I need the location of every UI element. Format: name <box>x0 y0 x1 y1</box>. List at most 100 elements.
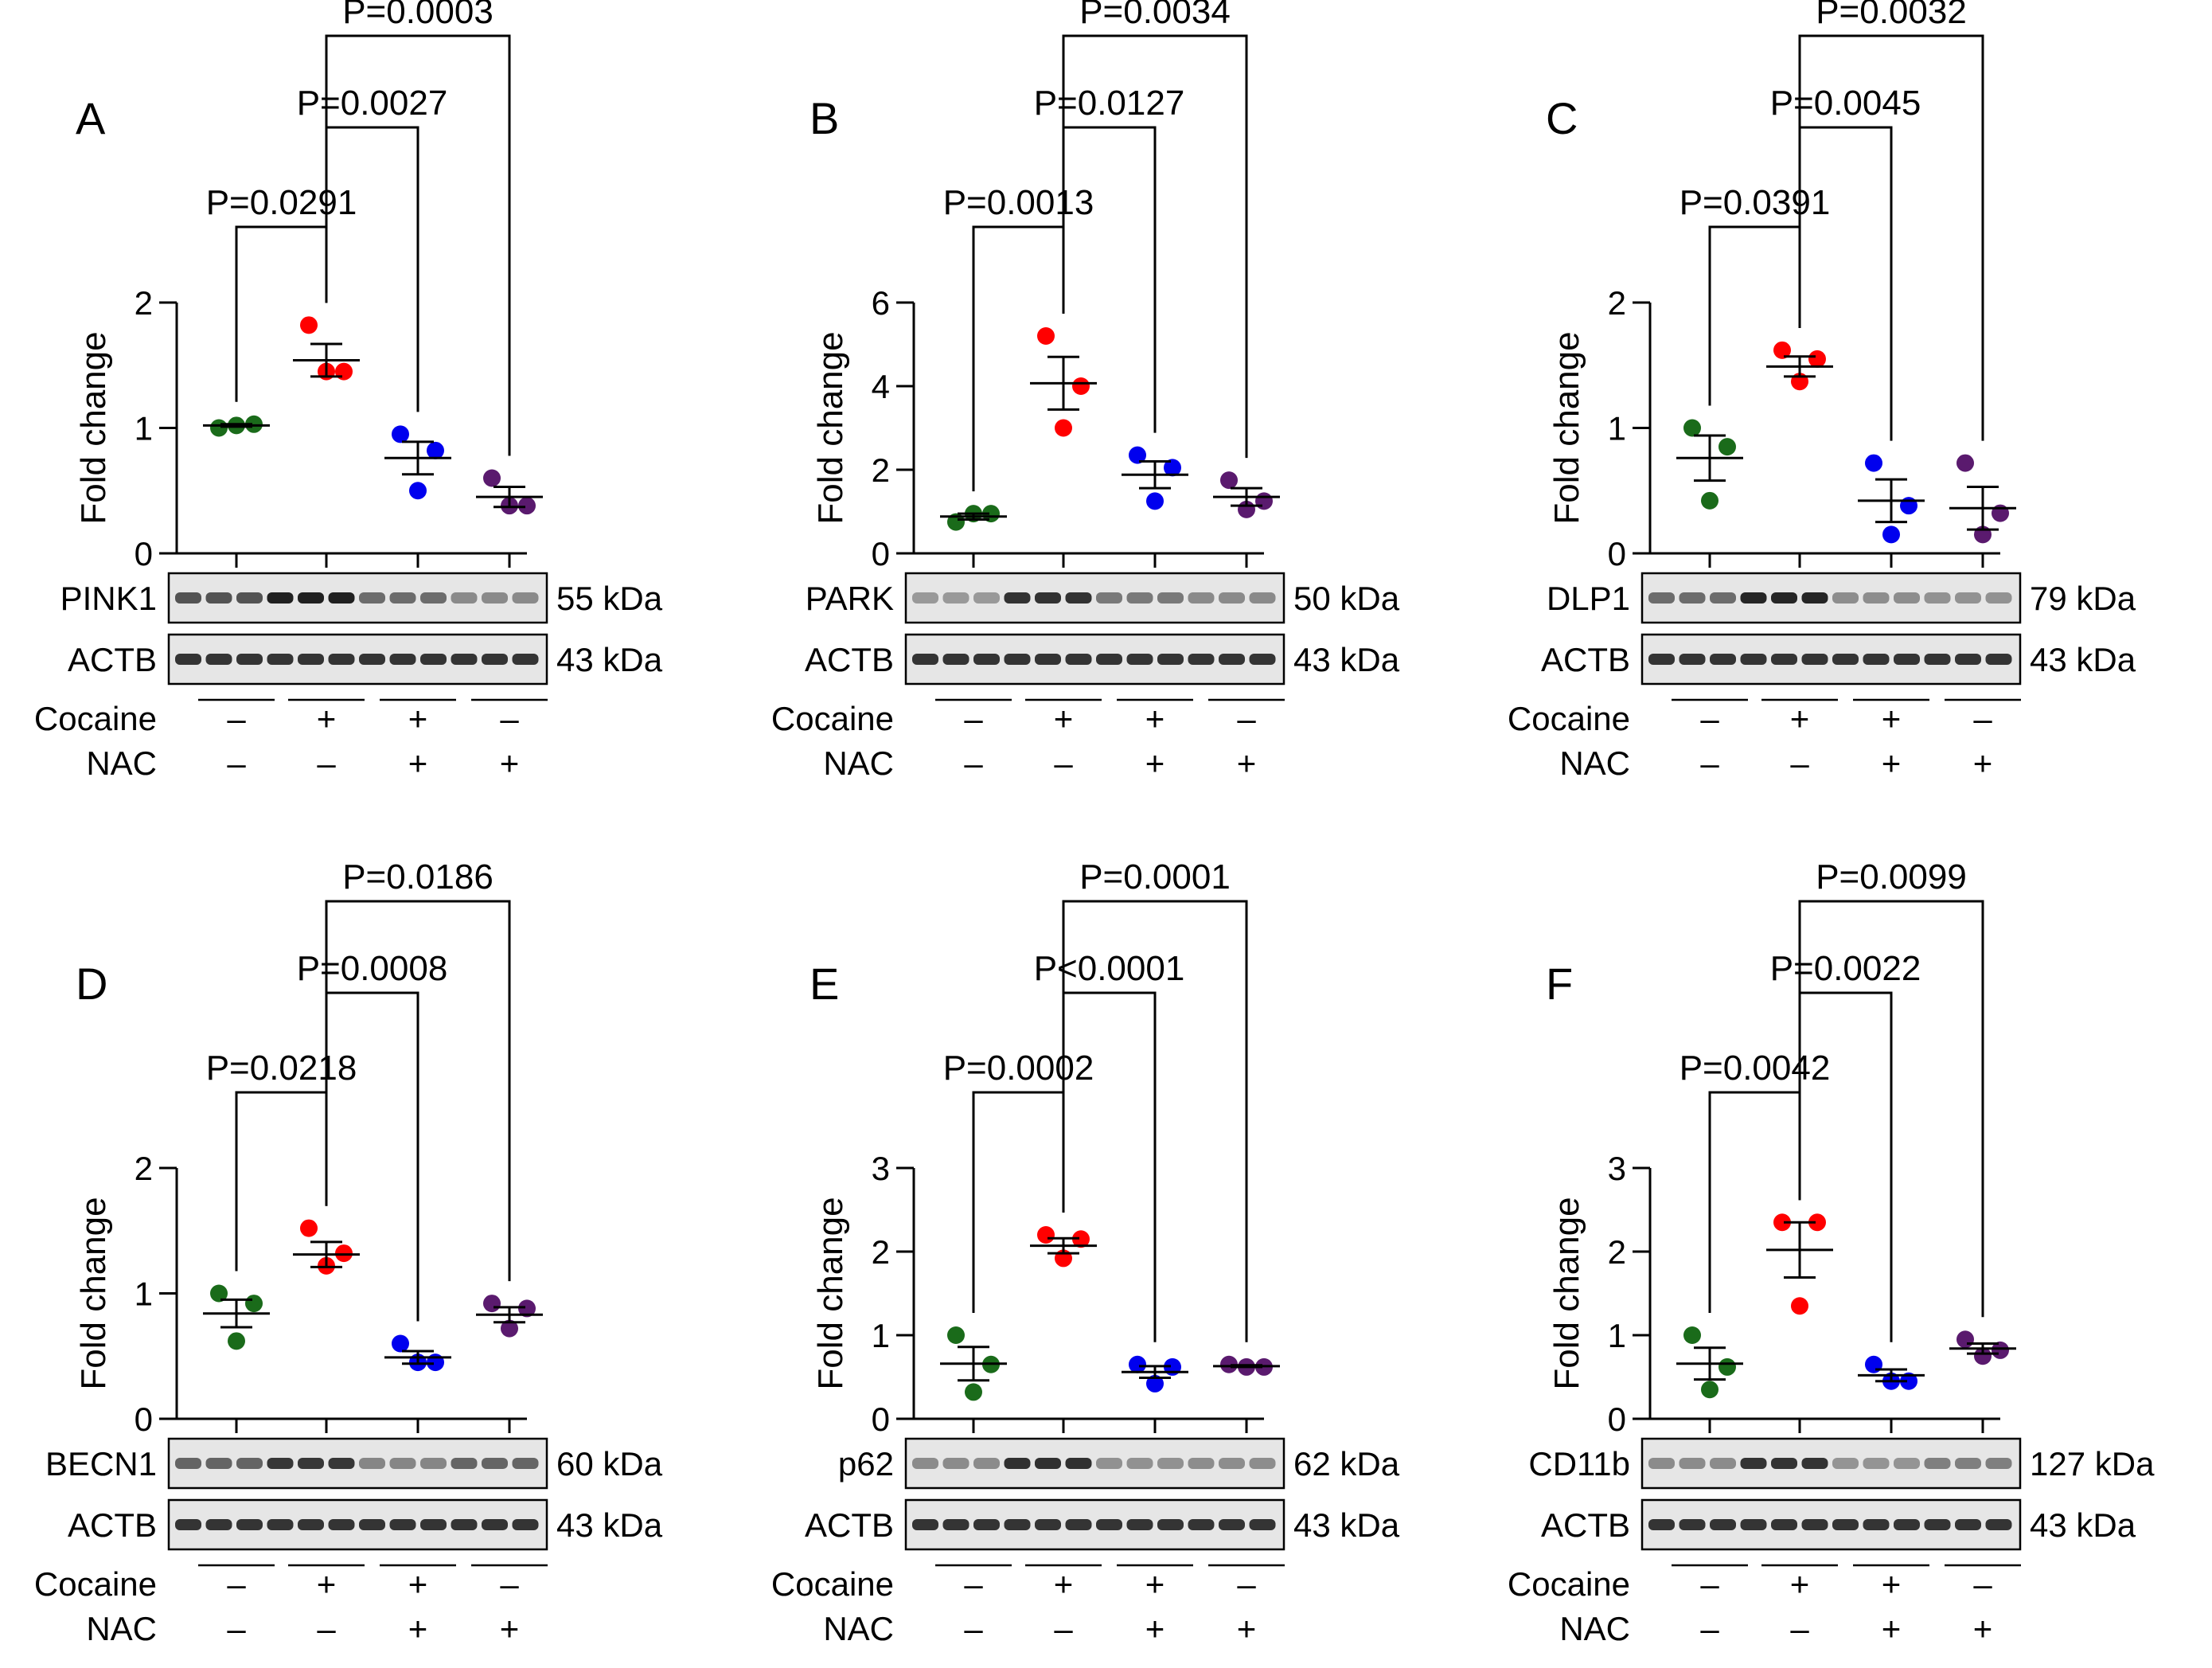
blot-loading-control: ACTB 43 kDa <box>1541 1498 2136 1551</box>
blot-protein-label: ACTB <box>68 1506 157 1544</box>
blot-band <box>1004 1519 1031 1530</box>
blot-protein-label: ACTB <box>68 641 157 678</box>
panel-E: E 0 1 2 3 Fold change P=0.0002 P<0.0001 P=0.0001… <box>771 857 1400 1647</box>
data-point <box>1129 446 1146 464</box>
blot-band <box>1035 1458 1061 1469</box>
blot-band <box>1065 654 1092 665</box>
nac-sign: + <box>1237 1610 1257 1647</box>
nac-sign: – <box>1054 744 1073 782</box>
data-point <box>1808 350 1826 368</box>
blot-band <box>1710 592 1736 604</box>
nac-sign: – <box>1790 744 1809 782</box>
blot-kda-label: 55 kDa <box>556 580 663 617</box>
blot-band <box>482 654 508 665</box>
significance-bracket <box>325 900 511 1282</box>
blot-band <box>1832 654 1859 665</box>
data-point <box>300 1219 318 1237</box>
blot-band <box>912 1519 938 1530</box>
nac-label: NAC <box>823 744 894 782</box>
blot-kda-label: 50 kDa <box>1293 580 1400 617</box>
p-value-label: P=0.0291 <box>206 183 357 222</box>
p-value-label: P=0.0003 <box>342 0 494 31</box>
blot-band <box>1955 654 1981 665</box>
y-tick-label: 3 <box>872 1150 890 1187</box>
blot-band <box>942 1458 969 1469</box>
blot-band <box>298 592 324 604</box>
blot-band <box>1126 654 1153 665</box>
blot-band <box>942 592 969 604</box>
blot-band <box>267 1458 294 1469</box>
data-point <box>1072 377 1090 395</box>
p-value-label: P=0.0002 <box>943 1049 1094 1088</box>
blot-band <box>512 1458 539 1469</box>
data-point <box>483 469 501 487</box>
data-point <box>1773 1213 1791 1232</box>
data-point <box>1956 1330 1974 1349</box>
blot-band <box>1740 592 1767 604</box>
blot-band <box>1219 654 1245 665</box>
blot-band <box>482 1519 508 1530</box>
data-point <box>409 482 427 500</box>
blot-band <box>1801 1458 1828 1469</box>
blot-protein-label: ACTB <box>805 1506 894 1544</box>
blot-kda-label: 43 kDa <box>556 641 663 678</box>
blot-band <box>1894 1519 1920 1530</box>
data-point <box>1900 1372 1917 1390</box>
cocaine-sign: + <box>1054 700 1074 737</box>
p-value-label: P=0.0218 <box>206 1049 357 1088</box>
panel-B: B 0 2 4 6 Fold change P=0.0013 P=0.0127 P=0.0034… <box>771 0 1400 782</box>
p-value-label: P=0.0032 <box>1816 0 1967 31</box>
nac-sign: + <box>1882 1610 1902 1647</box>
y-tick-label: 0 <box>135 535 153 572</box>
cocaine-label: Cocaine <box>34 1565 157 1603</box>
blot-band <box>942 654 969 665</box>
cocaine-sign: + <box>1790 700 1810 737</box>
blot-protein-label: PARK <box>806 580 894 617</box>
blot-band <box>1004 592 1031 604</box>
blot-band <box>1740 654 1767 665</box>
nac-sign: – <box>1700 1610 1719 1647</box>
y-axis-label: Fold change <box>74 331 113 524</box>
significance-bracket <box>1062 34 1248 459</box>
panel-letter: C <box>1546 93 1578 143</box>
cocaine-sign: – <box>500 700 519 737</box>
blot-band <box>912 654 938 665</box>
nac-sign: – <box>964 1610 983 1647</box>
blot-band <box>973 592 1000 604</box>
blot-band <box>973 1519 1000 1530</box>
y-tick-label: 0 <box>1608 1400 1626 1438</box>
blot-band <box>389 654 416 665</box>
blot-target: CD11b 127 kDa <box>1528 1437 2155 1490</box>
blot-band <box>1894 592 1920 604</box>
blot-band <box>512 654 539 665</box>
nac-sign: – <box>227 1610 246 1647</box>
blot-band <box>1065 592 1092 604</box>
cocaine-label: Cocaine <box>771 700 894 737</box>
p-value-label: P=0.0127 <box>1034 84 1185 123</box>
blot-band <box>1771 1519 1797 1530</box>
blot-band <box>1065 1519 1092 1530</box>
cocaine-sign: + <box>317 700 337 737</box>
blot-protein-label: CD11b <box>1528 1445 1630 1482</box>
blot-band <box>298 1458 324 1469</box>
blot-band <box>1955 592 1981 604</box>
nac-sign: + <box>408 1610 428 1647</box>
blot-band <box>512 1519 539 1530</box>
panel-letter: A <box>76 93 106 143</box>
nac-sign: + <box>408 744 428 782</box>
nac-label: NAC <box>1559 1610 1630 1647</box>
blot-band <box>1679 654 1706 665</box>
p-value-label: P<0.0001 <box>1034 949 1185 988</box>
blot-band <box>359 592 385 604</box>
blot-band <box>1096 1458 1122 1469</box>
y-tick-label: 4 <box>872 368 890 405</box>
blot-band <box>1035 654 1061 665</box>
cocaine-sign: + <box>317 1565 337 1603</box>
y-axis-label: Fold change <box>1547 1197 1586 1389</box>
blot-band <box>359 1458 385 1469</box>
data-point <box>1220 471 1238 490</box>
blot-band <box>267 1519 294 1530</box>
blot-band <box>451 592 478 604</box>
nac-label: NAC <box>86 1610 157 1647</box>
nac-sign: + <box>1973 744 1993 782</box>
